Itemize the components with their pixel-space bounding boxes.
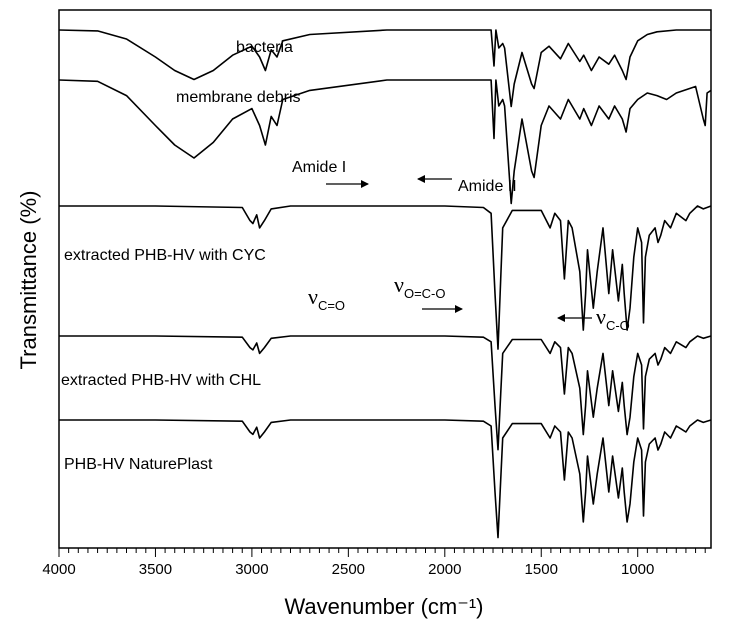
nu-co-symbol: ν (308, 284, 318, 309)
spectrum-line-bacteria (58, 29, 711, 108)
series-label-membrane-debris: membrane debris (176, 89, 301, 106)
nu-ococ-label: νO=C-O (394, 272, 446, 301)
nu-co-label: νC=O (308, 284, 345, 313)
x-tick-label: 1000 (621, 561, 654, 578)
spectrum-line-phb-hv-natureplast (59, 419, 712, 539)
nu-c-o-label: νC-O (596, 304, 630, 333)
x-axis-ticks: 4000 3500 3000 2500 2000 1500 1000 (42, 548, 706, 578)
nu-ococ-subscript: O=C-O (404, 286, 446, 301)
plot-frame (58, 9, 712, 549)
nu-c-o-symbol: ν (596, 304, 606, 329)
spectrum-line-extracted-phb-hv-with-cyc (59, 205, 712, 350)
series-label-chl: extracted PHB-HV with CHL (61, 372, 261, 389)
x-tick-label: 2500 (332, 561, 365, 578)
series-label-bacteria: bacteria (236, 39, 293, 56)
amide-ii-label: Amide II (458, 178, 517, 195)
series-label-natureplast: PHB-HV NaturePlast (64, 456, 213, 473)
x-axis-label: Wavenumber (cm⁻¹) (284, 594, 483, 619)
spectrum-line-membrane-debris (58, 79, 712, 205)
x-tick-label: 1500 (525, 561, 558, 578)
spectra-curves (58, 29, 712, 539)
nu-c-o-subscript: C-O (606, 318, 630, 333)
x-tick-label: 3500 (139, 561, 172, 578)
y-axis-label: Transmittance (%) (16, 191, 41, 370)
nu-co-subscript: C=O (318, 298, 345, 313)
x-tick-label: 2000 (428, 561, 461, 578)
amide-i-label: Amide I (292, 159, 346, 176)
spectrum-line-extracted-phb-hv-with-chl (59, 335, 712, 451)
series-label-cyc: extracted PHB-HV with CYC (64, 247, 266, 264)
x-tick-label: 3000 (235, 561, 268, 578)
nu-ococ-symbol: ν (394, 272, 404, 297)
x-tick-label: 4000 (42, 561, 75, 578)
